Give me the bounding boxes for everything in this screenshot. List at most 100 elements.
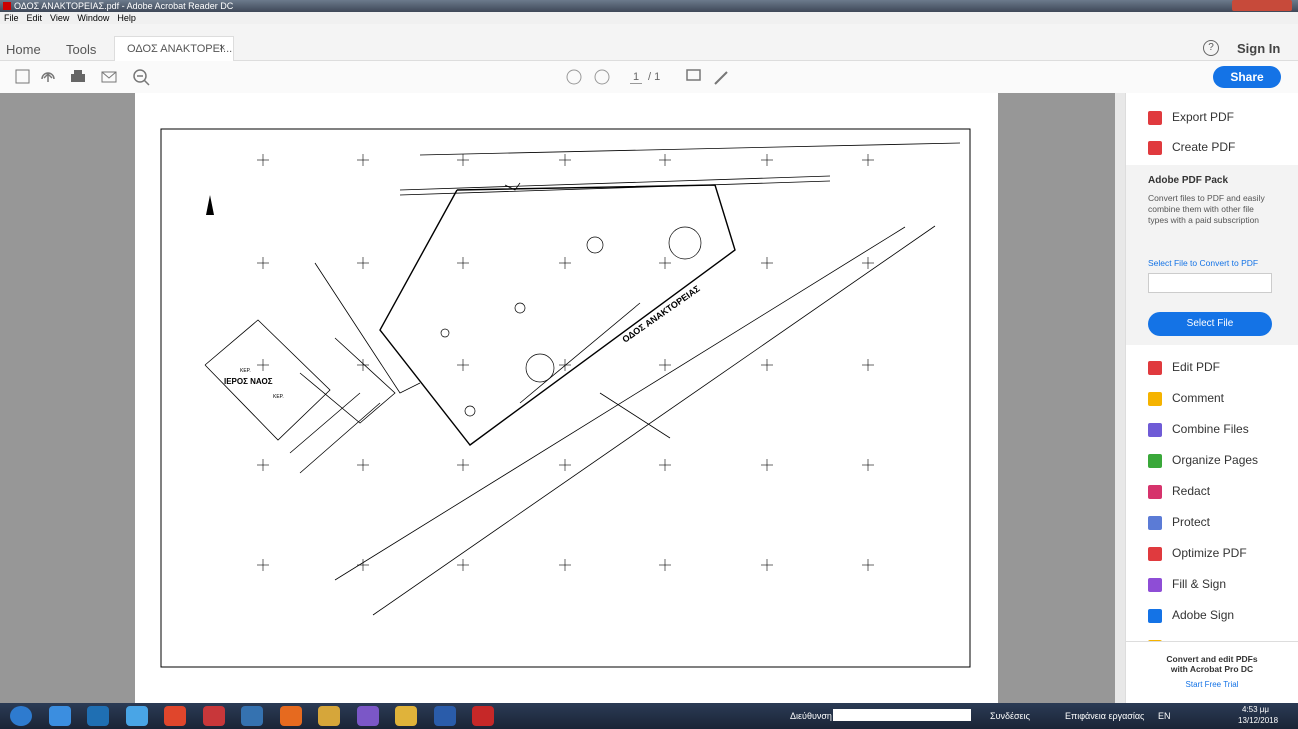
tool-label: Protect — [1172, 515, 1210, 529]
comment-tools[interactable] — [685, 67, 735, 87]
file-field[interactable] — [1148, 273, 1272, 293]
window-title: ΟΔΟΣ ΑΝΑΚΤΟΡΕΙΑΣ.pdf - Adobe Acrobat Rea… — [14, 1, 233, 11]
tool-item[interactable]: Organize Pages — [1148, 450, 1258, 470]
taskbar-app[interactable] — [126, 706, 148, 726]
language[interactable]: EN — [1158, 711, 1171, 721]
page-total: / 1 — [648, 71, 660, 83]
clock-date: 13/12/2018 — [1238, 716, 1278, 725]
tool-icon — [1148, 578, 1162, 592]
export-label: Export PDF — [1172, 110, 1234, 124]
page-number[interactable]: 1 — [630, 71, 642, 84]
tool-item[interactable]: Optimize PDF — [1148, 543, 1247, 563]
tool-icon — [1148, 609, 1162, 623]
menu-item[interactable]: Window — [77, 13, 109, 23]
create-pdf[interactable]: Create PDF — [1148, 137, 1235, 157]
drawing-shape — [300, 338, 395, 423]
tool-label: Optimize PDF — [1172, 546, 1247, 560]
sign-in[interactable]: Sign In — [1237, 41, 1280, 56]
drawing-shape — [520, 303, 640, 403]
tool-item[interactable]: Redact — [1148, 481, 1210, 501]
drawing-tree — [465, 406, 475, 416]
menu-bar: File Edit View Window Help — [0, 12, 1298, 24]
tab-doc-title: ΟΔΟΣ ΑΝΑΚΤΟΡΕΙ... — [127, 43, 232, 55]
toolbar: 1 / 1 Share — [0, 61, 1298, 94]
drawing-shape — [335, 227, 905, 580]
toolbar-icons[interactable] — [14, 67, 164, 87]
menu-item[interactable]: File — [4, 13, 19, 23]
taskbar-app[interactable] — [203, 706, 225, 726]
tool-item[interactable]: Adobe Sign — [1148, 605, 1234, 625]
taskbar-app[interactable] — [434, 706, 456, 726]
tool-label: Edit PDF — [1172, 360, 1220, 374]
north-arrow — [206, 195, 214, 215]
menu-item[interactable]: Edit — [27, 13, 43, 23]
taskbar-app[interactable] — [280, 706, 302, 726]
tool-label: Organize Pages — [1172, 453, 1258, 467]
road-label: ΟΔΟΣ ΑΝΑΚΤΟΡΕΙΑΣ — [620, 283, 702, 344]
tool-label: Fill & Sign — [1172, 577, 1226, 591]
pack-title: Adobe PDF Pack — [1148, 175, 1228, 186]
screen: ΟΔΟΣ ΑΝΑΚΤΟΡΕΙΑΣ.pdf - Adobe Acrobat Rea… — [0, 0, 1298, 729]
tools-pane: Export PDF Create PDF Adobe PDF Pack Con… — [1125, 93, 1298, 703]
drawing-shape — [420, 143, 960, 155]
tab-close[interactable]: × — [219, 42, 225, 54]
drawing-tree — [515, 303, 525, 313]
taskbar-app[interactable] — [395, 706, 417, 726]
pack-text: Convert files to PDF and easily combine … — [1148, 193, 1273, 226]
links-label[interactable]: Συνδέσεις — [990, 711, 1030, 721]
tool-item[interactable]: Fill & Sign — [1148, 574, 1226, 594]
tool-item[interactable]: Protect — [1148, 512, 1210, 532]
ker-label: ΚΕΡ. — [273, 394, 284, 400]
create-label: Create PDF — [1172, 140, 1235, 154]
drawing-tree — [587, 237, 603, 253]
drawing-shape — [373, 226, 935, 615]
select-file-label: Select File — [1187, 318, 1234, 329]
menu-item[interactable]: View — [50, 13, 69, 23]
pdf-pack: Adobe PDF Pack Convert files to PDF and … — [1126, 165, 1298, 345]
tab-home[interactable]: Home — [6, 42, 41, 57]
page-nav-icons[interactable] — [565, 67, 625, 87]
tool-item[interactable]: Combine Files — [1148, 419, 1249, 439]
share-button[interactable]: Share — [1213, 66, 1281, 88]
tool-label: Comment — [1172, 391, 1224, 405]
drawing-tree — [669, 227, 701, 259]
taskbar-app[interactable] — [241, 706, 263, 726]
tool-icon — [1148, 423, 1162, 437]
taskbar-app[interactable] — [318, 706, 340, 726]
trial-link[interactable]: Start Free Trial — [1126, 680, 1298, 689]
tool-icon — [1148, 392, 1162, 406]
drawing-tree — [441, 329, 449, 337]
tool-label: Redact — [1172, 484, 1210, 498]
taskbar-app[interactable] — [10, 706, 32, 726]
taskbar-app[interactable] — [87, 706, 109, 726]
tab-document[interactable]: ΟΔΟΣ ΑΝΑΚΤΟΡΕΙ... × — [114, 36, 234, 62]
menu-item[interactable]: Help — [117, 13, 136, 23]
tool-item[interactable]: Comment — [1148, 388, 1224, 408]
window-controls[interactable] — [1232, 0, 1292, 11]
taskbar-app[interactable] — [357, 706, 379, 726]
promo: Convert and edit PDFs with Acrobat Pro D… — [1126, 641, 1298, 704]
taskbar-app[interactable] — [164, 706, 186, 726]
taskbar-app[interactable] — [49, 706, 71, 726]
drawing-tree — [526, 354, 554, 382]
taskbar-app[interactable] — [472, 706, 494, 726]
drawing-shape — [380, 185, 735, 445]
tool-item[interactable]: Edit PDF — [1148, 357, 1220, 377]
tab-bar: Home Tools ΟΔΟΣ ΑΝΑΚΤΟΡΕΙ... × ? Sign In — [0, 24, 1298, 61]
tool-icon — [1148, 361, 1162, 375]
tool-label: Combine Files — [1172, 422, 1249, 436]
drawing-shape — [290, 393, 360, 453]
address-field[interactable] — [833, 709, 971, 721]
export-pdf[interactable]: Export PDF — [1148, 107, 1234, 127]
tool-label: Adobe Sign — [1172, 608, 1234, 622]
tab-tools[interactable]: Tools — [66, 42, 96, 57]
help-button[interactable]: ? — [1203, 40, 1219, 56]
app-icon — [3, 2, 11, 10]
address-label: Διεύθυνση — [790, 711, 832, 721]
desktop-label[interactable]: Επιφάνεια εργασίας — [1065, 711, 1144, 721]
promo-text: Convert and edit PDFs with Acrobat Pro D… — [1157, 654, 1267, 674]
tool-icon — [1148, 485, 1162, 499]
ker-label: ΚΕΡ. — [240, 368, 251, 374]
select-file-button[interactable]: Select File — [1148, 312, 1272, 336]
panel-gutter[interactable] — [1115, 93, 1125, 703]
